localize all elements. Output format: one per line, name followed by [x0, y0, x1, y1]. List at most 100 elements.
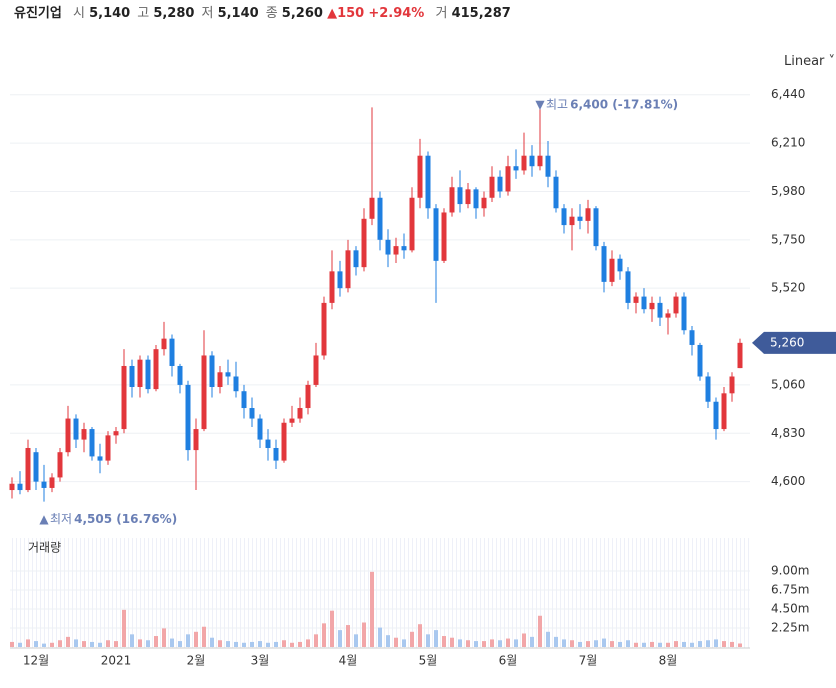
volume-tick-label: 2.25m [771, 620, 809, 634]
volume-bar [154, 636, 158, 647]
candle-body [49, 477, 55, 488]
x-tick-label: 7월 [579, 654, 598, 668]
candle-body [561, 208, 567, 226]
candle-body [33, 452, 39, 482]
volume-bar [338, 630, 342, 647]
candle-body [729, 376, 735, 394]
volume-bar [674, 641, 678, 647]
volume-bar [322, 623, 326, 647]
candle-body [577, 216, 583, 221]
candle-body [145, 359, 151, 390]
volume-bar [514, 639, 518, 647]
candle-body [57, 452, 63, 478]
volume-bar [570, 640, 574, 647]
volume-bar [474, 641, 478, 647]
change-arrow: ▲ [327, 6, 338, 21]
volume-bar [234, 641, 238, 647]
volume-title: 거래량 [28, 541, 61, 555]
volume-bar [186, 634, 190, 647]
candle-body [641, 296, 647, 310]
candle-body [465, 189, 471, 205]
volume-bar [10, 641, 14, 647]
candle-body [305, 384, 311, 409]
candle-body [545, 155, 551, 177]
volume-bar [578, 641, 582, 647]
candle-body [385, 239, 391, 255]
volume-bar [378, 627, 382, 647]
candle-body [89, 429, 95, 457]
candle-body [249, 408, 255, 419]
candle-body [337, 271, 343, 289]
volume-bar [562, 639, 566, 647]
candle-body [313, 355, 319, 385]
candle-body [81, 429, 87, 440]
volume-bar [106, 640, 110, 647]
volume-bar [314, 634, 318, 647]
volume-bar [26, 639, 30, 647]
scale-menu-text[interactable]: Linear [784, 54, 825, 69]
volume-bar [274, 641, 278, 647]
candle-body [665, 313, 671, 318]
volume-bar [242, 642, 246, 647]
candle-body [657, 302, 663, 318]
candle-body [17, 483, 23, 491]
volume-bar [42, 643, 46, 647]
candle-body [601, 246, 607, 282]
candle-body [113, 431, 119, 436]
volume-bar [602, 638, 606, 647]
y-tick-label: 5,520 [771, 281, 805, 295]
candle-body [569, 216, 575, 226]
volume-bar [610, 641, 614, 647]
quote-header: 유진기업 시 5,140 고 5,280 저 5,140 종 5,260 ▲150 +… [14, 2, 511, 21]
volume-bar [538, 615, 542, 647]
y-tick-label: 6,210 [771, 136, 805, 150]
volume-bar [130, 634, 134, 647]
volume-bar [618, 641, 622, 647]
y-tick-label: 5,980 [771, 184, 805, 198]
high-label: 최고 [546, 98, 568, 112]
candle-body [177, 365, 183, 385]
volume-bar [34, 641, 38, 647]
volume-bar [490, 639, 494, 647]
volume-bar [370, 571, 374, 647]
candle-body [681, 296, 687, 331]
candle-body [361, 218, 367, 268]
volume-bar [290, 642, 294, 647]
candle-body [65, 418, 71, 453]
candle-body [553, 176, 559, 209]
volume-bar [114, 641, 118, 647]
candle-body [129, 365, 135, 388]
candle-body [297, 408, 303, 419]
scale-menu[interactable]: Linear ˅ [784, 54, 836, 69]
volume-bar [450, 637, 454, 647]
y-tick-label: 4,830 [771, 426, 805, 440]
quote-label: 저 [201, 6, 214, 21]
volume-bar [418, 624, 422, 647]
x-tick-label: 5월 [419, 654, 438, 668]
candle-body [401, 246, 407, 251]
candle-body [737, 342, 743, 369]
volume-bar [546, 631, 550, 647]
candle-body [513, 166, 519, 171]
candle-body [97, 456, 103, 461]
candle-body [673, 296, 679, 314]
x-tick-label: 12월 [23, 654, 49, 668]
candle-body [185, 384, 191, 451]
candle-body [369, 197, 375, 219]
volume-bar [410, 631, 414, 647]
volume-bar [658, 642, 662, 647]
volume-bar [482, 641, 486, 647]
volume-bar [258, 641, 262, 647]
volume-bar [58, 640, 62, 647]
candle-body [481, 197, 487, 209]
volume-bar [66, 636, 70, 647]
change-pct: +2.94% [368, 6, 425, 21]
candle-body [521, 155, 527, 171]
candle-body [409, 197, 415, 251]
candle-body [537, 155, 543, 167]
x-tick-label: 2월 [187, 654, 206, 668]
volume-value: 415,287 [451, 6, 511, 21]
candle-body [585, 208, 591, 221]
volume-bar [250, 641, 254, 647]
volume-bar [194, 631, 198, 647]
